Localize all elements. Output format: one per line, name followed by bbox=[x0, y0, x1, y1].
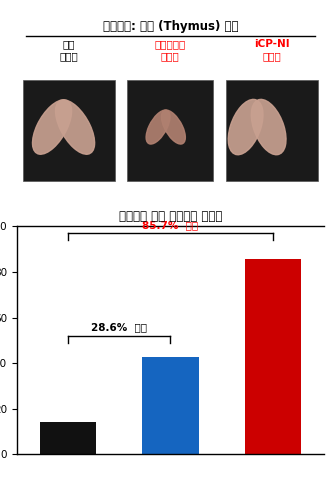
Bar bbox=[40, 422, 96, 454]
Text: 85.7%  증가: 85.7% 증가 bbox=[142, 220, 198, 230]
FancyBboxPatch shape bbox=[127, 80, 213, 181]
Ellipse shape bbox=[161, 110, 185, 144]
Ellipse shape bbox=[146, 110, 170, 144]
Bar bbox=[244, 259, 301, 454]
Text: 덱사메타손
투여군: 덱사메타손 투여군 bbox=[155, 40, 186, 61]
Title: 바이러스 감염 폐렴모델 생존률: 바이러스 감염 폐렴모델 생존률 bbox=[119, 209, 222, 223]
Text: 28.6%  증가: 28.6% 증가 bbox=[91, 323, 147, 332]
Text: iCP-NI
투여군: iCP-NI 투여군 bbox=[254, 40, 290, 61]
Ellipse shape bbox=[251, 99, 286, 155]
Bar bbox=[142, 357, 198, 454]
Ellipse shape bbox=[32, 100, 71, 154]
Ellipse shape bbox=[228, 99, 263, 155]
FancyBboxPatch shape bbox=[226, 80, 318, 181]
Text: 위약
투여군: 위약 투여군 bbox=[59, 40, 78, 61]
Ellipse shape bbox=[55, 100, 95, 154]
Text: 면역기관: 흉선 (Thymus) 크기: 면역기관: 흉선 (Thymus) 크기 bbox=[103, 20, 238, 33]
FancyBboxPatch shape bbox=[23, 80, 115, 181]
